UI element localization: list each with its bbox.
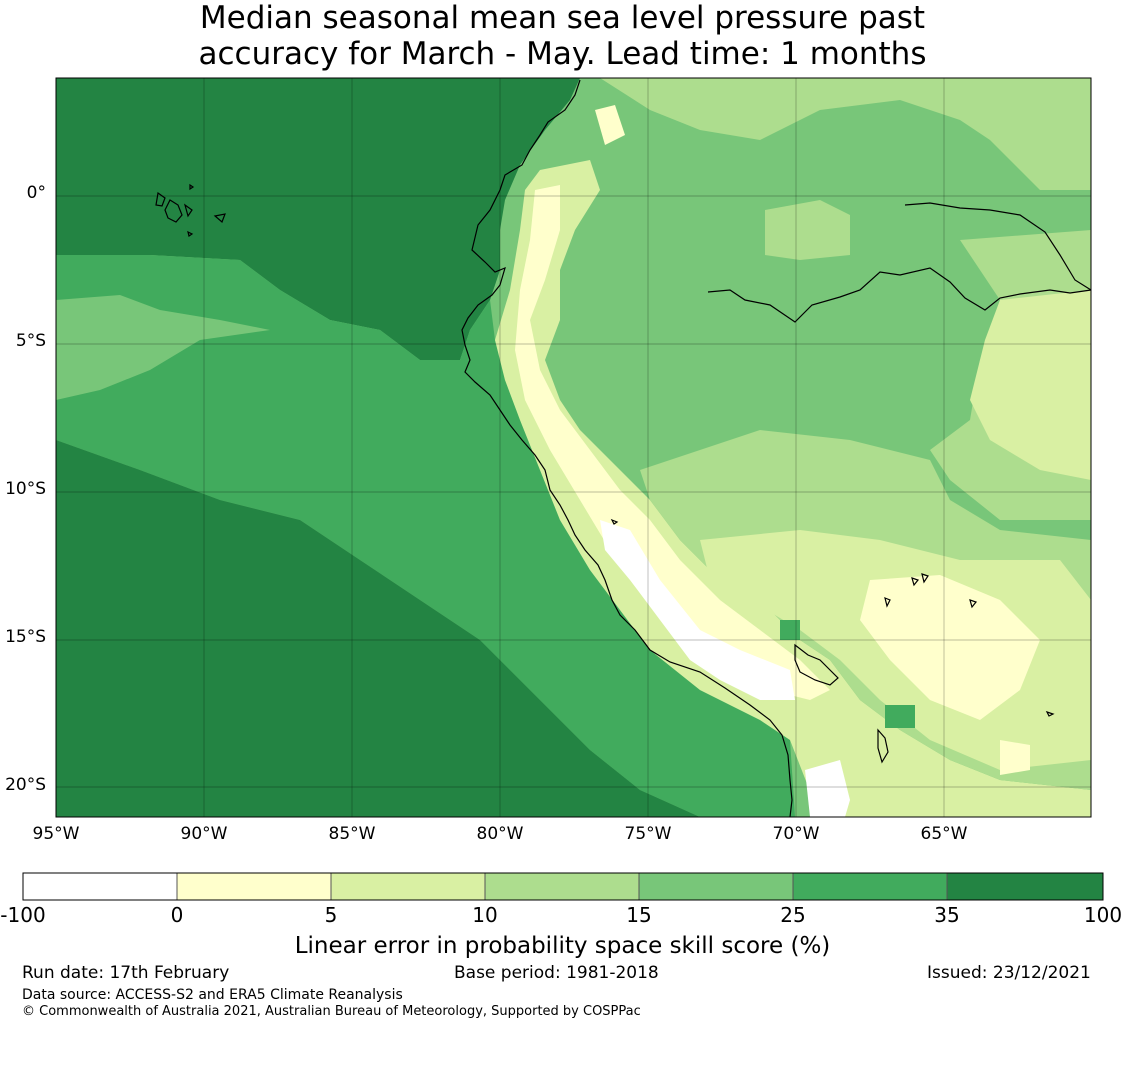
interior-near-zero-south (860, 575, 1040, 720)
south-america-coastline (461, 79, 793, 818)
map-frame (55, 77, 1092, 818)
map-title: Median seasonal mean sea level pressure … (0, 0, 1125, 72)
lat-label-15s: 15°S (5, 627, 46, 647)
colorbar (22, 872, 1104, 901)
lat-label-10s: 10°S (5, 479, 46, 499)
colorbar-tick--100: -100 (0, 903, 46, 927)
colorbar-tick-100: 100 (1083, 903, 1123, 927)
colorbar-bin-4 (485, 873, 639, 900)
interior-patch-north (600, 78, 1091, 190)
lon-label-75w: 75°W (624, 824, 672, 844)
data-source: Data source: ACCESS-S2 and ERA5 Climate … (22, 987, 403, 1003)
colorbar-label: Linear error in probability space skill … (294, 933, 831, 959)
lat-label-20s: 20°S (5, 775, 46, 795)
lon-label-90w: 90°W (180, 824, 228, 844)
lat-label-0: 0° (26, 183, 46, 203)
base-period: Base period: 1981-2018 (454, 963, 659, 983)
ocean-high-skill-south (56, 440, 700, 817)
colorbar-bin-2 (177, 873, 331, 900)
colorbar-bin-7 (947, 873, 1103, 900)
colorbar-tick-35: 35 (934, 903, 960, 927)
lat-label-5s: 5°S (15, 331, 46, 351)
river-maranon-ucayali (707, 267, 1092, 323)
title-line-2: accuracy for March - May. Lead time: 1 m… (198, 36, 927, 72)
negative-skill-streak (600, 520, 795, 700)
small-lakes (610, 518, 1055, 717)
title-line-1: Median seasonal mean sea level pressure … (199, 0, 926, 36)
interior-low-skill-east (970, 290, 1091, 480)
colorbar-bin-6 (793, 873, 947, 900)
river-amazon (904, 202, 1092, 291)
lon-label-95w: 95°W (32, 824, 80, 844)
lon-label-85w: 85°W (328, 824, 376, 844)
colorbar-tick-5: 5 (324, 903, 338, 927)
colorbar-tick-25: 25 (780, 903, 806, 927)
colorbar-bin-5 (639, 873, 793, 900)
lake-titicaca (794, 643, 839, 686)
graticule (56, 78, 1091, 817)
colorbar-tick-15: 15 (626, 903, 652, 927)
ocean-high-skill-north (56, 78, 580, 360)
coastlines (155, 79, 1092, 818)
negative-patch-south (805, 760, 850, 817)
interior-near-zero-far-south (1000, 740, 1030, 775)
colorbar-tick-0: 0 (170, 903, 184, 927)
run-date: Run date: 17th February (22, 963, 230, 983)
colorbar-bin-3 (331, 873, 485, 900)
skill-field (56, 78, 1091, 817)
lon-label-70w: 70°W (772, 824, 820, 844)
ocean-patch-west (56, 295, 270, 400)
galapagos-islands (155, 183, 226, 237)
lon-label-65w: 65°W (920, 824, 968, 844)
colorbar-tick-10: 10 (472, 903, 498, 927)
copyright: © Commonwealth of Australia 2021, Austra… (22, 1004, 641, 1019)
interior-patch-center (765, 200, 850, 260)
interior-patch-mid-dark-2 (780, 620, 800, 640)
lon-label-80w: 80°W (476, 824, 524, 844)
issued-date: Issued: 23/12/2021 (927, 963, 1091, 983)
lake-poopo (877, 728, 889, 764)
near-zero-patch-north (595, 105, 625, 145)
colorbar-frame (22, 872, 1104, 901)
ocean-band-mid (56, 255, 795, 817)
interior-patch-mid-dark (885, 705, 915, 728)
colorbar-bin-1 (23, 873, 177, 900)
